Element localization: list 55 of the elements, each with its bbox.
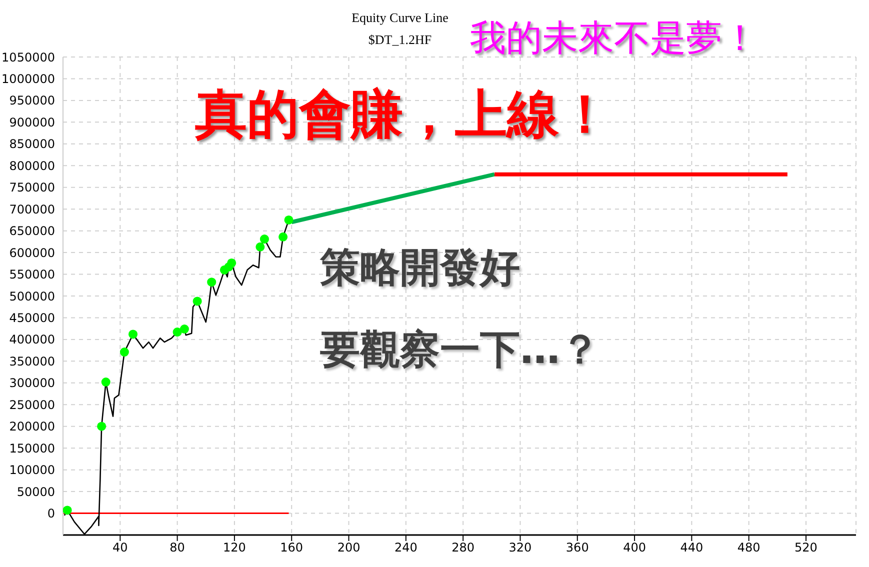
y-tick-label: 50000 — [16, 484, 55, 499]
point — [63, 506, 72, 515]
point — [227, 258, 236, 268]
point — [101, 378, 110, 387]
y-tick-label: 300000 — [9, 376, 55, 390]
point — [207, 278, 216, 287]
x-tick-label: 520 — [794, 540, 818, 555]
point — [120, 348, 129, 357]
y-tick-label: 250000 — [9, 398, 55, 412]
x-tick-label: 240 — [394, 540, 418, 555]
point — [192, 296, 202, 306]
y-tick-label: 1000000 — [2, 72, 55, 86]
y-tick-label: 150000 — [9, 441, 55, 456]
y-tick-label: 950000 — [9, 94, 55, 108]
annotation: 真的會賺，上線！ — [195, 84, 611, 147]
chart-subtitle: $DT_1.2HF — [368, 32, 432, 47]
x-tick-label: 40 — [112, 540, 128, 555]
y-tick-label: 750000 — [9, 180, 55, 195]
point — [284, 215, 294, 224]
point — [256, 242, 265, 252]
y-tick-label: 0 — [47, 506, 55, 521]
y-tick-label: 450000 — [9, 310, 55, 325]
y-tick-label: 700000 — [9, 202, 55, 216]
y-tick-label: 100000 — [9, 463, 55, 478]
x-tick-label: 480 — [737, 540, 760, 555]
point — [180, 324, 189, 334]
y-tick-label: 800000 — [9, 158, 55, 173]
annotation: 我的未來不是夢！ — [470, 17, 758, 61]
x-tick-label: 400 — [623, 540, 646, 555]
x-tick-label: 320 — [508, 540, 532, 555]
y-tick-label: 650000 — [9, 224, 55, 238]
y-tick-label: 900000 — [9, 115, 55, 130]
y-tick-label: 850000 — [9, 137, 55, 152]
x-tick-label: 440 — [680, 540, 704, 555]
y-tick-label: 600000 — [9, 246, 55, 260]
x-tick-label: 200 — [337, 540, 360, 555]
point — [278, 232, 288, 242]
x-tick-label: 360 — [566, 540, 589, 555]
point — [172, 328, 182, 337]
annotation: 要觀察一下…？ — [320, 326, 600, 375]
point — [128, 330, 138, 339]
y-tick-label: 400000 — [9, 332, 55, 347]
x-tick-label: 160 — [280, 540, 304, 555]
x-tick-label: 120 — [223, 540, 246, 555]
x-tick-label: 280 — [452, 540, 475, 555]
point — [97, 422, 106, 431]
y-tick-label: 200000 — [9, 420, 55, 434]
y-tick-label: 1050000 — [2, 50, 55, 64]
annotation: 策略開發好 — [320, 244, 520, 293]
y-tick-label: 550000 — [9, 268, 55, 282]
chart-title: Equity Curve Line — [352, 10, 448, 25]
x-tick-label: 80 — [170, 540, 185, 555]
y-tick-label: 500000 — [9, 289, 55, 304]
point — [260, 234, 269, 244]
y-tick-label: 350000 — [9, 354, 55, 368]
